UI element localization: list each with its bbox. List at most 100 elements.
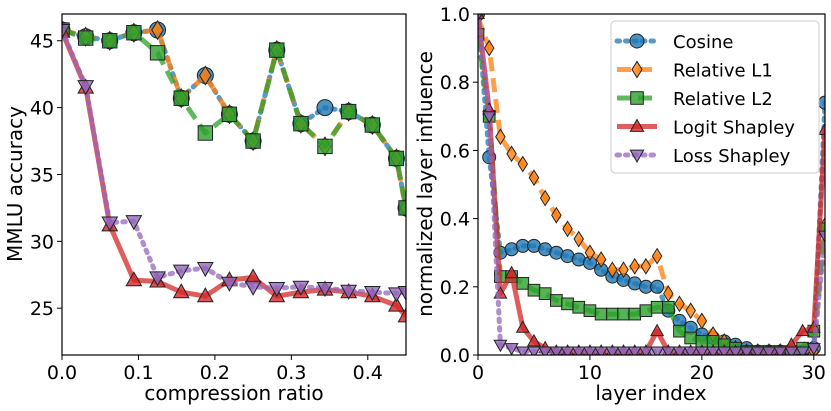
right-logit-shapley-point [504, 265, 519, 279]
left-logit-shapley-line [62, 30, 406, 318]
right-relative-l1-point [607, 261, 618, 279]
left-loss-shapley-point [316, 282, 334, 298]
right-loss-shapley-point [661, 346, 676, 355]
left-relative-l2-point [245, 133, 261, 149]
right-relative-l2-point [605, 307, 619, 321]
left-relative-l1-point [151, 19, 164, 41]
left-y-tick-label: 35 [30, 164, 54, 186]
right-plot-frame [477, 13, 826, 356]
right-relative-l1-point [651, 247, 663, 265]
legend-relative-l1-marker [631, 60, 643, 79]
left-relative-l2-point [221, 106, 238, 122]
left-loss-shapley-point [77, 80, 95, 96]
right-relative-l1-point [483, 39, 495, 57]
right-relative-l2-point [684, 331, 698, 345]
left-relative-l2-point [269, 42, 285, 58]
right-loss-shapley-point [795, 346, 810, 355]
right-relative-l2-point [617, 307, 630, 321]
legend-cosine-marker [629, 33, 645, 49]
legend-box [610, 20, 820, 174]
right-loss-shapley-point [762, 346, 777, 355]
right-cosine-point [650, 279, 665, 294]
right-relative-l2-point [594, 307, 608, 321]
left-loss-shapley-point [101, 216, 119, 232]
right-relative-l2-point [628, 307, 642, 321]
right-loss-shapley-point [717, 346, 732, 355]
left-relative-l2-point [77, 30, 94, 46]
left-y-axis-label: MMLU accuracy [3, 106, 27, 262]
left-loss-shapley-point [149, 271, 167, 287]
right-relative-l2-point [673, 324, 686, 338]
right-relative-l1-point [517, 155, 529, 173]
left-y-tick-label: 45 [30, 31, 54, 53]
right-loss-shapley-point [582, 346, 597, 355]
right-loss-shapley-point [784, 346, 799, 355]
left-y-tick-label: 40 [30, 98, 54, 120]
left-loss-shapley-point [397, 286, 406, 302]
legend-logit-shapley-label: Logit Shapley [673, 118, 795, 139]
right-logit-shapley-point [795, 323, 810, 337]
right-relative-l2-point [661, 300, 675, 314]
right-relative-l2-point [516, 277, 530, 290]
right-loss-shapley-point [739, 346, 754, 355]
right-logit-shapley-point [817, 122, 825, 135]
right-relative-l1-point [618, 261, 629, 279]
right-y-tick-label: 0.2 [440, 277, 470, 299]
legend-relative-l2-marker [630, 91, 644, 105]
right-loss-shapley-point [504, 343, 519, 355]
right-relative-l1-point [506, 145, 517, 163]
left-relative-l2-point [173, 90, 189, 106]
right-relative-l2-point [561, 297, 574, 311]
right-y-tick-label: 0.8 [440, 72, 470, 94]
right-x-tick-label: 10 [578, 362, 602, 384]
right-loss-shapley-point [706, 346, 721, 355]
right-loss-shapley-point [571, 346, 586, 355]
right-loss-shapley-point [605, 346, 620, 355]
legend-loss-shapley-marker [629, 149, 645, 164]
right-loss-shapley-point [482, 111, 497, 124]
left-loss-shapley-point [196, 261, 214, 278]
left-relative-l2-point [126, 25, 142, 41]
legend-relative-l2-label: Relative L2 [673, 89, 773, 110]
legend-logit-shapley-marker [629, 118, 645, 132]
right-x-tick-label: 0 [472, 362, 484, 384]
left-plot-frame [61, 13, 407, 356]
left-relative-l2-point [102, 33, 118, 49]
legend: Cosine Relative L1 Relative L2 Logit Shaple… [610, 20, 820, 174]
right-loss-shapley-point [817, 230, 825, 244]
left-loss-shapley-point [172, 264, 190, 280]
right-x-tick-label: 30 [802, 362, 826, 384]
right-relative-l1-point [584, 244, 596, 262]
right-loss-shapley-point [806, 343, 821, 355]
right-y-axis-label: normalized layer influence [413, 51, 437, 317]
right-loss-shapley-point [515, 346, 530, 355]
left-logit-shapley-point [172, 283, 190, 299]
left-logit-shapley-point [387, 296, 405, 312]
right-relative-l1-point [696, 312, 708, 330]
right-relative-l1-point [640, 257, 652, 275]
left-relative-l2-point [340, 103, 357, 120]
right-loss-shapley-point [478, 14, 483, 22]
right-relative-l1-point [562, 220, 573, 238]
right-relative-l2-point [527, 283, 541, 297]
right-relative-l2-point [538, 287, 552, 300]
right-y-tick-label: 1.0 [440, 4, 470, 26]
right-loss-shapley-point [526, 346, 541, 355]
right-loss-shapley-point [493, 339, 508, 353]
right-y-tick-label: 0.4 [440, 209, 470, 231]
left-loss-shapley-point [292, 280, 310, 296]
right-relative-l1-point [551, 206, 562, 224]
left-logit-shapley-point [397, 307, 406, 323]
legend-cosine-label: Cosine [673, 32, 733, 53]
right-relative-l1-point [629, 257, 640, 275]
right-loss-shapley-point [750, 346, 765, 355]
right-loss-shapley-point [638, 346, 653, 355]
left-relative-l2-point [293, 115, 309, 132]
left-relative-l2-point [197, 125, 214, 141]
left-relative-l1-point [198, 65, 212, 86]
right-y-tick-label: 0.0 [440, 345, 470, 367]
legend-relative-l1-label: Relative L1 [673, 61, 773, 82]
right-relative-l1-point [595, 251, 607, 268]
right-x-tick-label: 20 [690, 362, 714, 384]
